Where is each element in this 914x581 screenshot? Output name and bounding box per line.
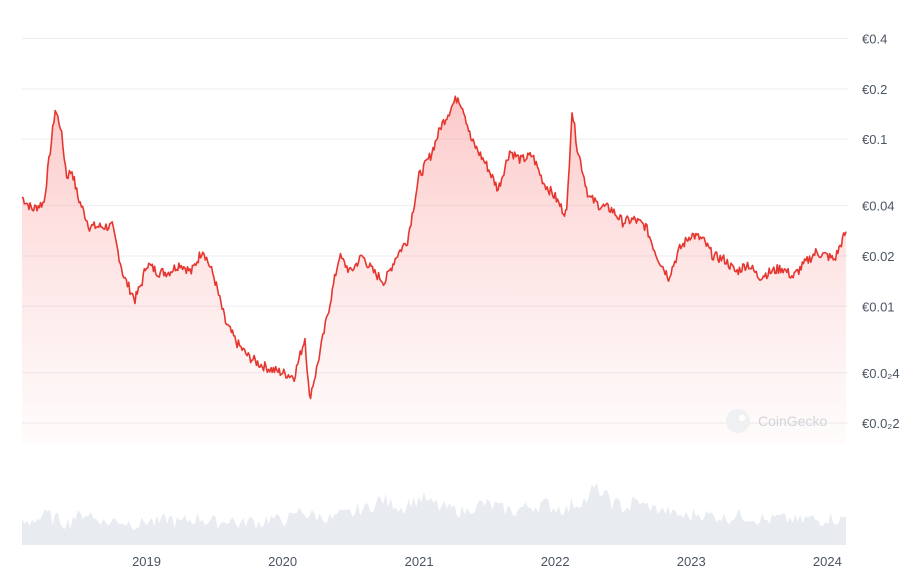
x-tick-label: 2024 [813,554,842,569]
x-tick-label: 2019 [132,554,161,569]
y-tick-label: €0.04 [862,199,895,214]
volume-bars [22,482,846,545]
volume-area [22,482,846,545]
x-tick-label: 2022 [541,554,570,569]
y-axis-ticks: €0.4 €0.2 €0.1 €0.04 €0.02 €0.01 €0.0₂4 €0.0₂2 [862,32,900,432]
y-tick-label: €0.01 [862,299,895,314]
coingecko-logo-eye-icon [738,414,746,422]
x-tick-label: 2020 [268,554,297,569]
coingecko-logo-icon [726,409,750,433]
x-axis-ticks: 2019 2020 2021 2022 2023 2024 [132,554,842,569]
y-tick-label: €0.4 [862,32,887,47]
y-tick-label: €0.2 [862,82,887,97]
y-tick-label: €0.1 [862,132,887,147]
y-tick-label: €0.0₂2 [862,416,900,431]
coingecko-watermark: CoinGecko [726,409,827,433]
price-line [21,95,847,400]
x-tick-label: 2023 [677,554,706,569]
y-tick-label: €0.02 [862,249,895,264]
x-tick-label: 2021 [405,554,434,569]
price-area-fill [22,96,846,445]
y-tick-label: €0.0₂4 [862,366,900,381]
watermark-text: CoinGecko [758,413,827,429]
